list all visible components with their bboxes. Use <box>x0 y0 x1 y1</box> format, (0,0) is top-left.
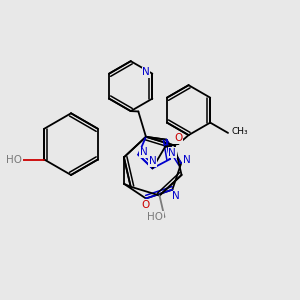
Text: CH₃: CH₃ <box>232 127 248 136</box>
Text: O: O <box>142 200 150 210</box>
Text: HO: HO <box>6 154 22 164</box>
Text: O: O <box>175 133 183 143</box>
Text: N: N <box>172 191 180 201</box>
Text: N: N <box>168 148 176 158</box>
Text: N: N <box>183 155 190 165</box>
Text: HO: HO <box>147 212 163 222</box>
Text: N: N <box>140 147 147 157</box>
Text: N: N <box>142 67 150 77</box>
Text: N: N <box>148 156 156 166</box>
